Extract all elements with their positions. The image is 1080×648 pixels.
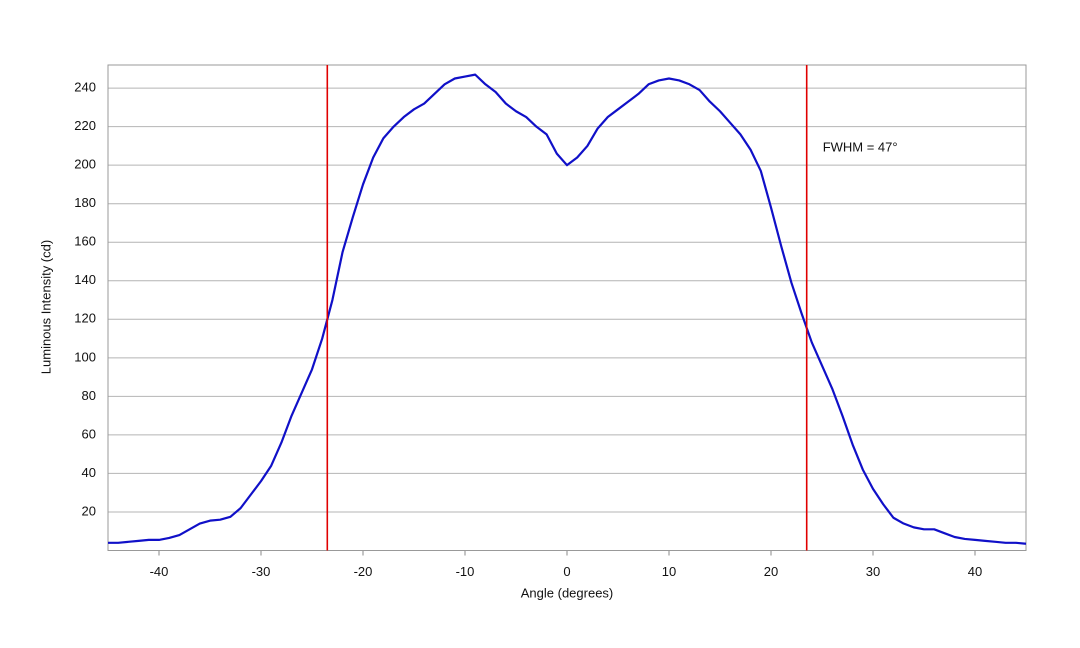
x-tick-label: 30 (866, 564, 880, 579)
annotation: FWHM = 47° (823, 139, 898, 154)
y-tick-label: 180 (74, 195, 96, 210)
y-tick-label: 140 (74, 272, 96, 287)
x-tick-label: 10 (662, 564, 676, 579)
y-tick-label: 80 (82, 388, 96, 403)
y-tick-label: 160 (74, 234, 96, 249)
x-tick-label: -40 (150, 564, 169, 579)
y-tick-label: 200 (74, 157, 96, 172)
x-axis-label: Angle (degrees) (521, 585, 614, 600)
plot-border (107, 64, 1027, 551)
y-tick-label: 100 (74, 349, 96, 364)
x-tick-label: 0 (563, 564, 570, 579)
y-tick-label: 20 (82, 503, 96, 518)
line-series (108, 73, 1027, 545)
y-tick-label: 240 (74, 80, 96, 95)
x-tick-label: -10 (456, 564, 475, 579)
y-tick-label: 40 (82, 465, 96, 480)
x-tick-label: 20 (764, 564, 778, 579)
y-tick-label: 120 (74, 311, 96, 326)
y-tick-label: 60 (82, 426, 96, 441)
x-tick-label: -30 (252, 564, 271, 579)
y-tick-label: 220 (74, 118, 96, 133)
x-tick-label: 40 (968, 564, 982, 579)
y-axis-label: Luminous Intensity (cd) (38, 240, 53, 374)
x-tick-label: -20 (354, 564, 373, 579)
